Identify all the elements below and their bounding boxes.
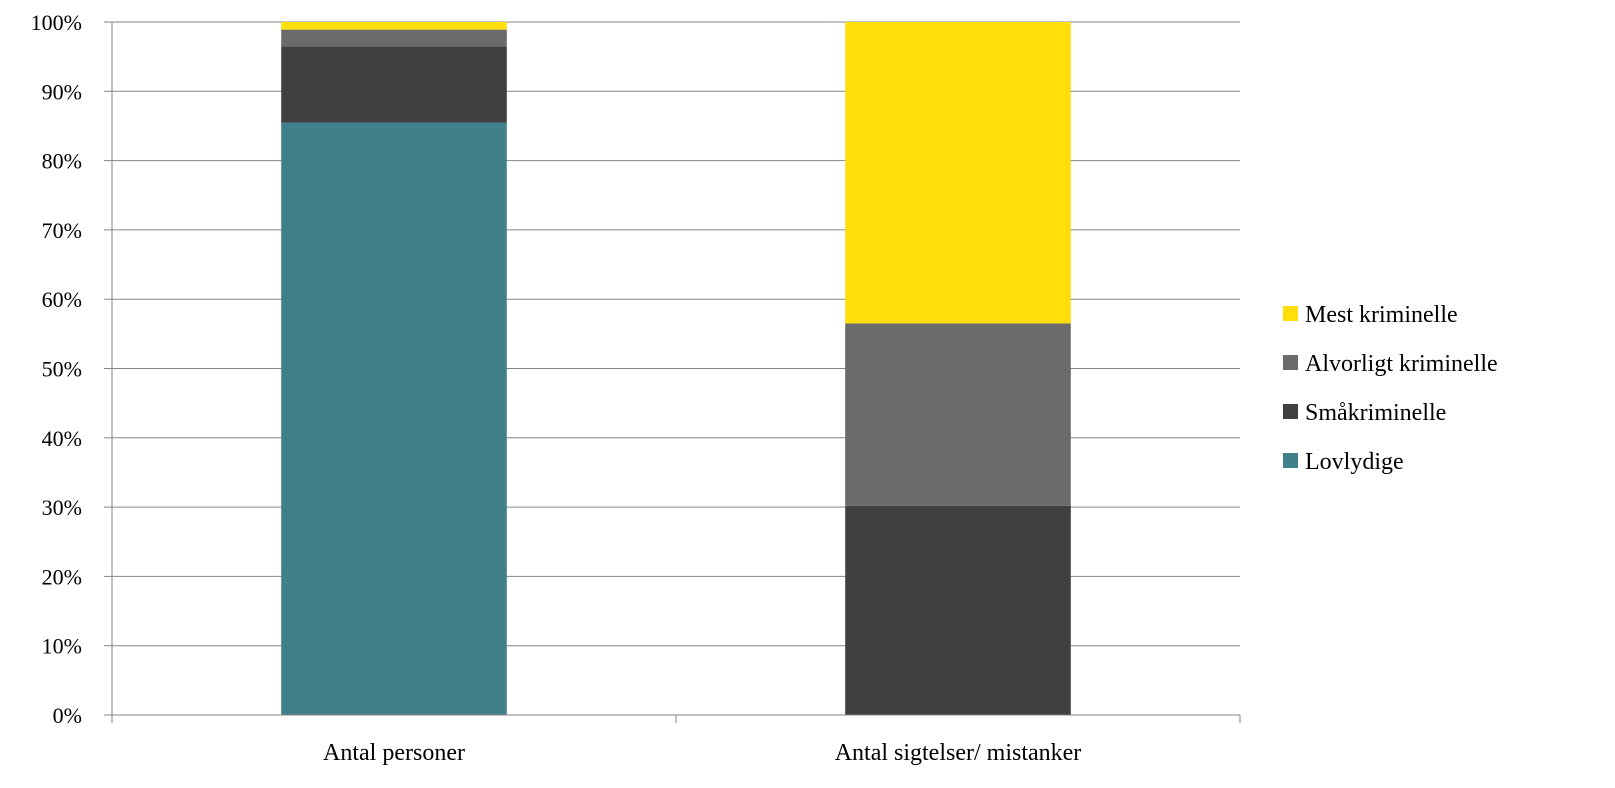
y-tick-label: 60% (42, 287, 82, 312)
bar-segment-alvorligt-kriminelle (281, 29, 507, 47)
y-tick-label: 80% (42, 149, 82, 174)
legend-label: Småkriminelle (1305, 400, 1446, 426)
x-category-labels: Antal personer Antal sigtelser/ mistanker (323, 740, 1081, 766)
y-tick-labels: 0% 10% 20% 30% 40% 50% 60% 70% 80% 90% 100% (31, 10, 82, 728)
y-tick-label: 30% (42, 495, 82, 520)
legend-label: Lovlydige (1305, 449, 1404, 475)
y-tick-label: 0% (53, 703, 82, 728)
legend-label: Mest kriminelle (1305, 302, 1458, 328)
legend-swatch (1283, 306, 1298, 321)
y-tick-label: 100% (31, 10, 82, 35)
y-tick-label: 50% (42, 357, 82, 382)
y-tick-label: 20% (42, 564, 82, 589)
legend-swatch (1283, 355, 1298, 370)
bar-segment-alvorligt-kriminelle (845, 323, 1071, 506)
y-tick-label: 10% (42, 634, 82, 659)
legend-swatch (1283, 404, 1298, 419)
x-category-label: Antal personer (323, 740, 465, 766)
axes (104, 21, 1241, 723)
x-category-label: Antal sigtelser/ mistanker (835, 740, 1082, 766)
bar-segment-sm-kriminelle (281, 46, 507, 123)
legend-swatch (1283, 453, 1298, 468)
legend-label: Alvorligt kriminelle (1305, 351, 1498, 377)
legend: Mest kriminelle Alvorligt kriminelle Småkr… (1283, 302, 1498, 475)
y-tick-label: 90% (42, 79, 82, 104)
y-tick-label: 70% (42, 218, 82, 243)
bar-segment-lovlydige (281, 122, 507, 716)
bar-segment-mest-kriminelle (845, 22, 1071, 324)
bars (281, 22, 1071, 716)
y-tick-label: 40% (42, 426, 82, 451)
bar-segment-sm-kriminelle (845, 505, 1071, 715)
bar-segment-mest-kriminelle (281, 22, 507, 30)
